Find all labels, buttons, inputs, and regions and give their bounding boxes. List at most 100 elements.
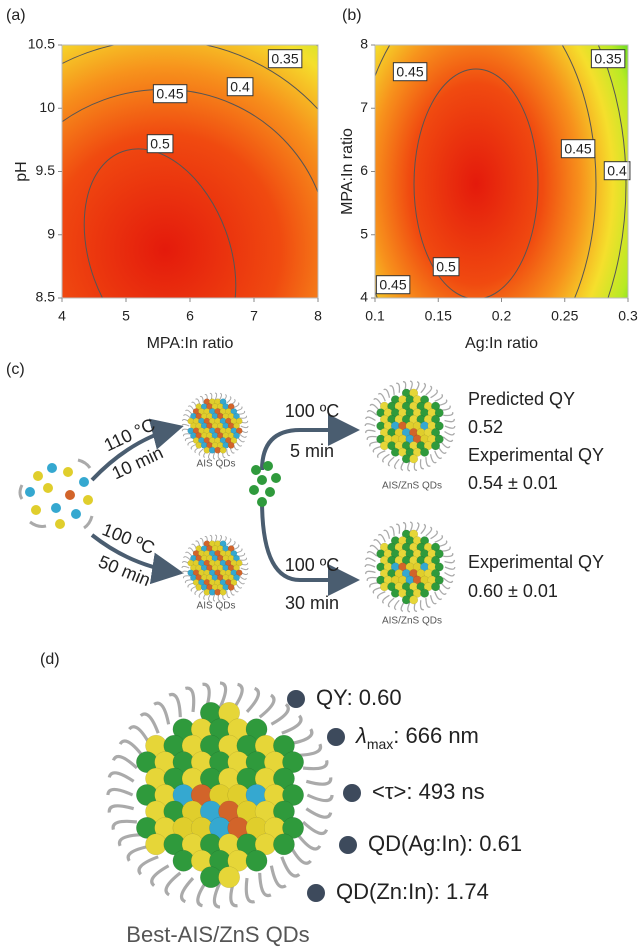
subscript: max (367, 736, 393, 752)
ligand (306, 777, 330, 784)
x-tick-label: 0.2 (492, 308, 512, 324)
ligand (247, 688, 258, 711)
ligand (435, 535, 443, 542)
ligand (443, 553, 453, 556)
atom (420, 448, 428, 456)
precursor (55, 519, 65, 529)
y-tick-label: 8.5 (36, 289, 56, 305)
ligand (119, 835, 142, 846)
x-axis-label: MPA:In ratio (147, 335, 234, 352)
ligand (441, 406, 450, 410)
ligand (431, 595, 437, 603)
scheme-text: AIS/ZnS QDs (382, 481, 442, 492)
y-axis-label: pH (13, 161, 30, 181)
ligand (435, 451, 442, 459)
panel-label: (b) (342, 7, 362, 24)
ligand (239, 416, 246, 418)
y-tick-label: 4 (360, 289, 368, 305)
ligand (378, 592, 386, 599)
ligand (166, 873, 180, 895)
atom (409, 455, 417, 463)
y-tick-label: 7 (360, 99, 368, 115)
ligand (271, 866, 286, 887)
ligand (184, 415, 191, 418)
x-tick-label: 4 (58, 308, 66, 324)
scheme-text: 100 ºC (285, 555, 340, 575)
ligand (186, 410, 192, 414)
x-tick-label: 6 (186, 308, 194, 324)
ligand (421, 600, 424, 610)
ligand (388, 457, 394, 466)
x-axis-label: Ag:In ratio (465, 335, 538, 352)
ligand (303, 760, 327, 768)
precursor (71, 509, 81, 519)
atom (219, 867, 240, 888)
contour-label: 0.45 (379, 277, 406, 293)
scheme-text: 0.54 ± 0.01 (468, 473, 558, 493)
ligand (182, 424, 189, 426)
ligand (239, 576, 246, 579)
ligand (383, 595, 390, 603)
ligand (366, 430, 376, 433)
contour-label: 0.4 (230, 79, 250, 95)
ligand (367, 578, 377, 581)
ligand (366, 571, 376, 574)
scheme-text: AIS/ZnS QDs (382, 616, 442, 627)
atom (246, 850, 267, 871)
ligand (241, 568, 248, 570)
ligand (431, 531, 438, 539)
atom (173, 850, 194, 871)
scheme-text: (c) (6, 361, 25, 378)
ligand (78, 460, 90, 468)
contour-label: 0.35 (594, 51, 621, 67)
ligand (445, 419, 455, 422)
scheme-text: 5 min (290, 441, 334, 461)
ligand (421, 524, 426, 533)
ligand (109, 806, 133, 813)
ligand (20, 485, 22, 499)
contour-label: 0.5 (150, 136, 170, 152)
ligand (378, 451, 386, 458)
ligand (307, 795, 332, 801)
scheme-text: Experimental QY (468, 445, 604, 465)
scheme-text: QY: 0.60 (316, 685, 402, 710)
ligand (183, 434, 190, 436)
y-axis-label: MPA:In ratio (339, 128, 356, 215)
x-tick-label: 0.25 (551, 308, 578, 324)
ligand (365, 565, 375, 567)
ligand (200, 538, 203, 545)
atom (228, 584, 234, 590)
ligand (84, 516, 92, 528)
ligand (370, 442, 379, 446)
ligand (182, 878, 193, 901)
ligand (366, 417, 376, 420)
precursor (63, 467, 73, 477)
ligand (169, 694, 180, 717)
ligand (445, 431, 455, 434)
ligand (441, 547, 450, 551)
core-shell-qd (108, 683, 332, 907)
ligand (441, 442, 450, 448)
ligand (396, 524, 399, 534)
contour-label: 0.45 (564, 141, 591, 157)
ligand (445, 567, 455, 569)
ligand (390, 386, 394, 395)
atom (220, 589, 226, 595)
ligand (431, 454, 437, 462)
core-shell-qd (365, 381, 455, 471)
ligand (431, 390, 438, 398)
ligand (370, 583, 379, 587)
ligand (388, 598, 394, 607)
contour-label: 0.45 (156, 86, 183, 102)
ligand (109, 773, 133, 782)
ligand (384, 530, 390, 538)
zn-precursor (257, 475, 267, 485)
ligand (113, 821, 137, 829)
ligand (303, 822, 326, 833)
contour-label: 0.5 (436, 259, 456, 275)
ligand (120, 741, 142, 755)
ligand (239, 558, 246, 560)
scheme-text: 0.60 ± 0.01 (468, 581, 558, 601)
precursor (25, 487, 35, 497)
x-tick-label: 7 (250, 308, 258, 324)
